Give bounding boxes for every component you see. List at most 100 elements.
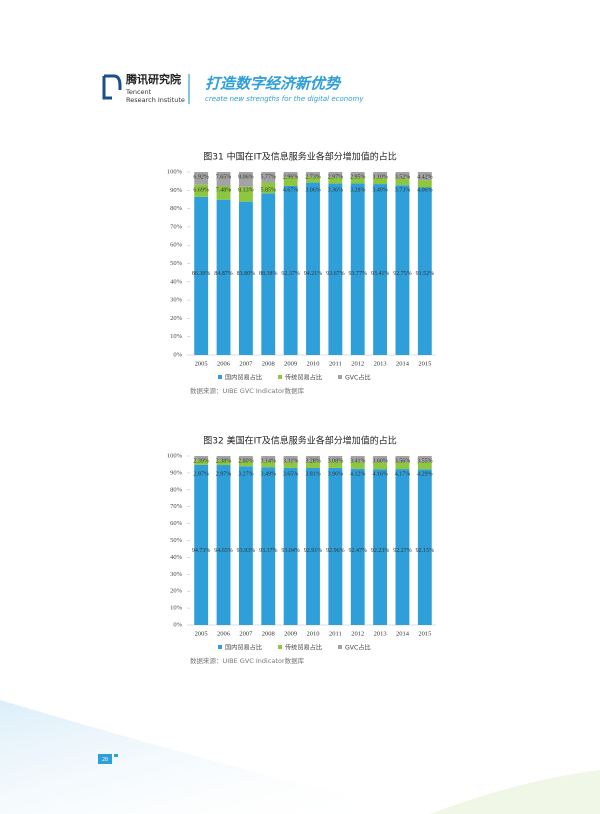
data-label: 92.47% [348, 548, 367, 554]
data-label: 6.69% [193, 187, 209, 193]
bar-segment [350, 183, 365, 355]
bar-segment [283, 172, 298, 178]
data-label: 3.31% [283, 458, 299, 464]
data-label: 4.67% [283, 187, 299, 193]
data-label: 3.06% [305, 187, 321, 193]
data-label: 3.52% [395, 174, 411, 180]
bar-segment [194, 172, 209, 185]
bar-segment [238, 460, 253, 467]
y-tick-label: 30% [170, 571, 183, 578]
legend-swatch [338, 375, 342, 379]
data-label: 3.36% [328, 187, 344, 193]
legend-label: 国内贸易占比 [225, 374, 262, 382]
data-label: 92.91% [304, 548, 323, 554]
data-label: 3.14% [261, 458, 277, 464]
data-label: 3.10% [372, 174, 388, 180]
y-tick-label: 60% [170, 242, 183, 249]
legend-label: 传统贸易占比 [285, 644, 322, 652]
bar-segment [373, 462, 388, 470]
data-label: 3.55% [417, 458, 433, 464]
data-label: 3.08% [328, 458, 344, 464]
bar-segment [306, 176, 320, 183]
x-tick-label: 2012 [351, 360, 364, 367]
data-label: 2.39% [193, 458, 209, 464]
bar-segment [373, 172, 388, 178]
legend-swatch [278, 645, 282, 649]
page-number: 28 [102, 757, 108, 763]
bar-segment [283, 467, 298, 625]
y-tick-label: 80% [170, 205, 183, 212]
x-tick-label: 2011 [329, 360, 342, 367]
data-label: 93.04% [281, 548, 300, 554]
data-label: 92.37% [281, 271, 300, 277]
data-label: 3.60% [372, 458, 388, 464]
x-tick-label: 2009 [284, 630, 297, 637]
data-label: 3.49% [372, 187, 388, 193]
bar-segment [417, 456, 432, 463]
data-label: 4.12% [350, 471, 366, 477]
source-note: 数据来源：UIBE GVC Indicator数据库 [190, 386, 305, 395]
x-tick-label: 2006 [217, 630, 231, 637]
x-tick-label: 2005 [195, 360, 208, 367]
data-label: 84.87% [214, 271, 233, 277]
data-label: 94.65% [214, 548, 233, 554]
bar-segment [216, 199, 231, 355]
data-label: 3.49% [261, 471, 277, 477]
y-tick-label: 90% [170, 469, 183, 476]
x-tick-label: 2010 [307, 360, 320, 367]
data-label: 2.95% [350, 174, 366, 180]
bar-segment [261, 467, 276, 625]
data-label: 3.81% [305, 471, 321, 477]
data-label: 86.39% [192, 271, 211, 277]
data-label: 92.75% [393, 271, 412, 277]
bar-segment [328, 183, 343, 355]
bar-segment [395, 456, 410, 463]
data-label: 3.56% [395, 458, 411, 464]
data-label: 93.77% [348, 271, 367, 277]
bar-segment [328, 467, 343, 625]
x-tick-label: 2008 [262, 360, 275, 367]
data-label: 92.23% [371, 548, 390, 554]
bar-segment [373, 184, 388, 355]
bar-segment [350, 456, 365, 462]
legend-swatch [218, 645, 222, 649]
y-tick-label: 30% [170, 297, 183, 304]
y-tick-label: 20% [170, 588, 183, 595]
y-tick-label: 20% [170, 315, 183, 322]
org-name-en: Research Institute [126, 96, 185, 104]
data-label: 4.16% [372, 471, 388, 477]
y-tick-label: 70% [170, 223, 183, 230]
bar-segment [261, 182, 276, 194]
legend-label: 传统贸易占比 [285, 374, 322, 382]
data-label: 3.28% [350, 187, 366, 193]
bar-segment [417, 180, 432, 188]
data-label: 3.73% [395, 187, 411, 193]
x-tick-label: 2005 [195, 630, 208, 637]
data-label: 4.06% [417, 187, 433, 193]
bar-segment [283, 461, 298, 468]
data-label: 94.21% [304, 271, 323, 277]
data-label: 5.77% [261, 174, 277, 180]
data-label: 93.93% [237, 548, 256, 554]
y-tick-label: 0% [173, 621, 182, 628]
bar-segment [283, 456, 298, 462]
data-label: 2.73% [305, 174, 321, 180]
bar-segment [417, 172, 432, 181]
bar-segment [328, 172, 343, 178]
bar-segment [395, 172, 410, 179]
x-tick-label: 2014 [396, 360, 410, 367]
data-label: 2.97% [328, 174, 344, 180]
y-tick-label: 80% [170, 486, 183, 493]
bar-segment [328, 177, 343, 184]
bar-segment [373, 469, 388, 625]
bar-segment [261, 456, 276, 462]
x-tick-label: 2013 [374, 360, 387, 367]
data-label: 5.85% [261, 187, 277, 193]
data-label: 2.38% [216, 458, 232, 464]
data-label: 92.27% [393, 548, 412, 554]
bar-segment [350, 177, 365, 184]
data-label: 6.92% [193, 174, 209, 180]
x-tick-label: 2008 [262, 630, 275, 637]
data-label: 3.65% [283, 471, 299, 477]
background-decoration [0, 700, 420, 814]
